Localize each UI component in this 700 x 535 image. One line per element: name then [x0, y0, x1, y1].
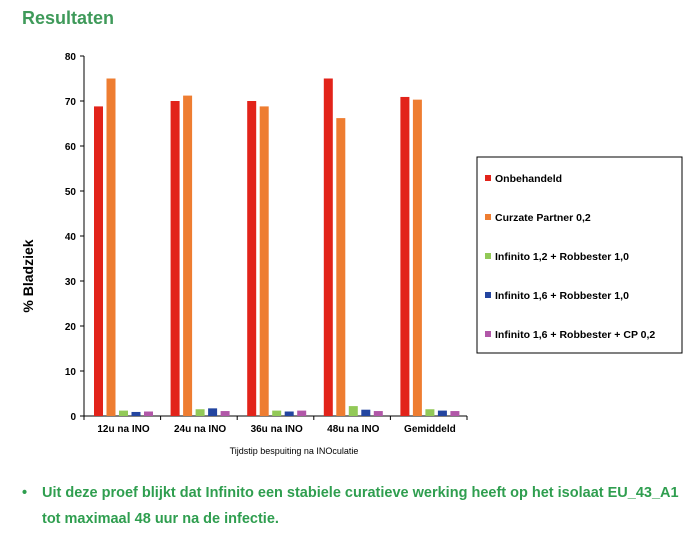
y-tick-label: 0	[70, 412, 76, 423]
legend-swatch	[485, 292, 491, 298]
legend-box	[476, 156, 683, 354]
legend-swatch	[485, 253, 491, 259]
x-tick-label: Gemiddeld	[404, 424, 456, 435]
bar	[373, 411, 383, 416]
x-tick-label: 48u na INO	[327, 424, 379, 435]
y-axis-title: % Bladziek	[20, 239, 36, 312]
legend-label: Infinito 1,2 + Robbester 1,0	[495, 251, 629, 263]
y-tick-label: 70	[65, 97, 77, 108]
conclusion-bullet: • Uit deze proef blijkt dat Infinito een…	[22, 480, 682, 532]
y-tick-label: 60	[65, 142, 77, 153]
legend-swatch	[485, 331, 491, 337]
bar	[323, 78, 333, 416]
bar	[259, 106, 269, 417]
legend-label: Onbehandeld	[495, 173, 562, 185]
legend-label: Infinito 1,6 + Robbester + CP 0,2	[495, 329, 655, 341]
bar	[297, 410, 307, 416]
bar	[183, 95, 193, 416]
y-tick-label: 50	[65, 187, 77, 198]
y-tick-label: 20	[65, 322, 77, 333]
bar	[144, 411, 153, 416]
x-axis-title: Tijdstip bespuiting na INOculatie	[230, 446, 359, 456]
bar-chart: % Bladziek Tijdstip bespuiting na INOcul…	[20, 52, 683, 456]
y-tick-label: 40	[65, 232, 77, 243]
legend-label: Infinito 1,6 + Robbester 1,0	[495, 290, 629, 302]
bar	[94, 106, 103, 417]
bar	[247, 101, 257, 416]
bar	[208, 408, 218, 416]
bar	[106, 78, 116, 416]
x-tick-label: 24u na INO	[174, 424, 226, 435]
x-tick-label: 12u na INO	[97, 424, 149, 435]
bar	[272, 410, 282, 416]
bar	[119, 410, 128, 416]
y-axis-title-group: % Bladziek	[20, 239, 36, 312]
plot-area: 0 10 20 30 40 50 60 70 80 12u na INO 24u na INO 36u…	[65, 52, 468, 435]
bar	[450, 411, 460, 416]
y-tick-label: 80	[65, 52, 77, 63]
y-tick-label: 10	[65, 367, 77, 378]
bar	[412, 99, 422, 417]
bar	[437, 410, 447, 416]
bar	[284, 411, 294, 416]
x-tick-label: 36u na INO	[251, 424, 303, 435]
bar	[400, 96, 410, 416]
legend: Onbehandeld Curzate Partner 0,2 Infinito 1…	[476, 156, 683, 354]
bar	[131, 411, 141, 416]
legend-label: Curzate Partner 0,2	[495, 212, 591, 224]
bar	[361, 409, 371, 416]
bullet-icon: •	[22, 485, 28, 501]
conclusion-text: Uit deze proef blijkt dat Infinito een s…	[42, 485, 679, 527]
legend-swatch	[485, 214, 491, 220]
bar	[348, 406, 358, 416]
bar	[220, 411, 230, 416]
bar	[195, 409, 205, 416]
y-tick-label: 30	[65, 277, 77, 288]
legend-swatch	[485, 175, 491, 181]
page-title: Resultaten	[22, 8, 115, 28]
bar	[170, 101, 180, 416]
bar	[336, 118, 346, 416]
bar	[425, 409, 435, 416]
